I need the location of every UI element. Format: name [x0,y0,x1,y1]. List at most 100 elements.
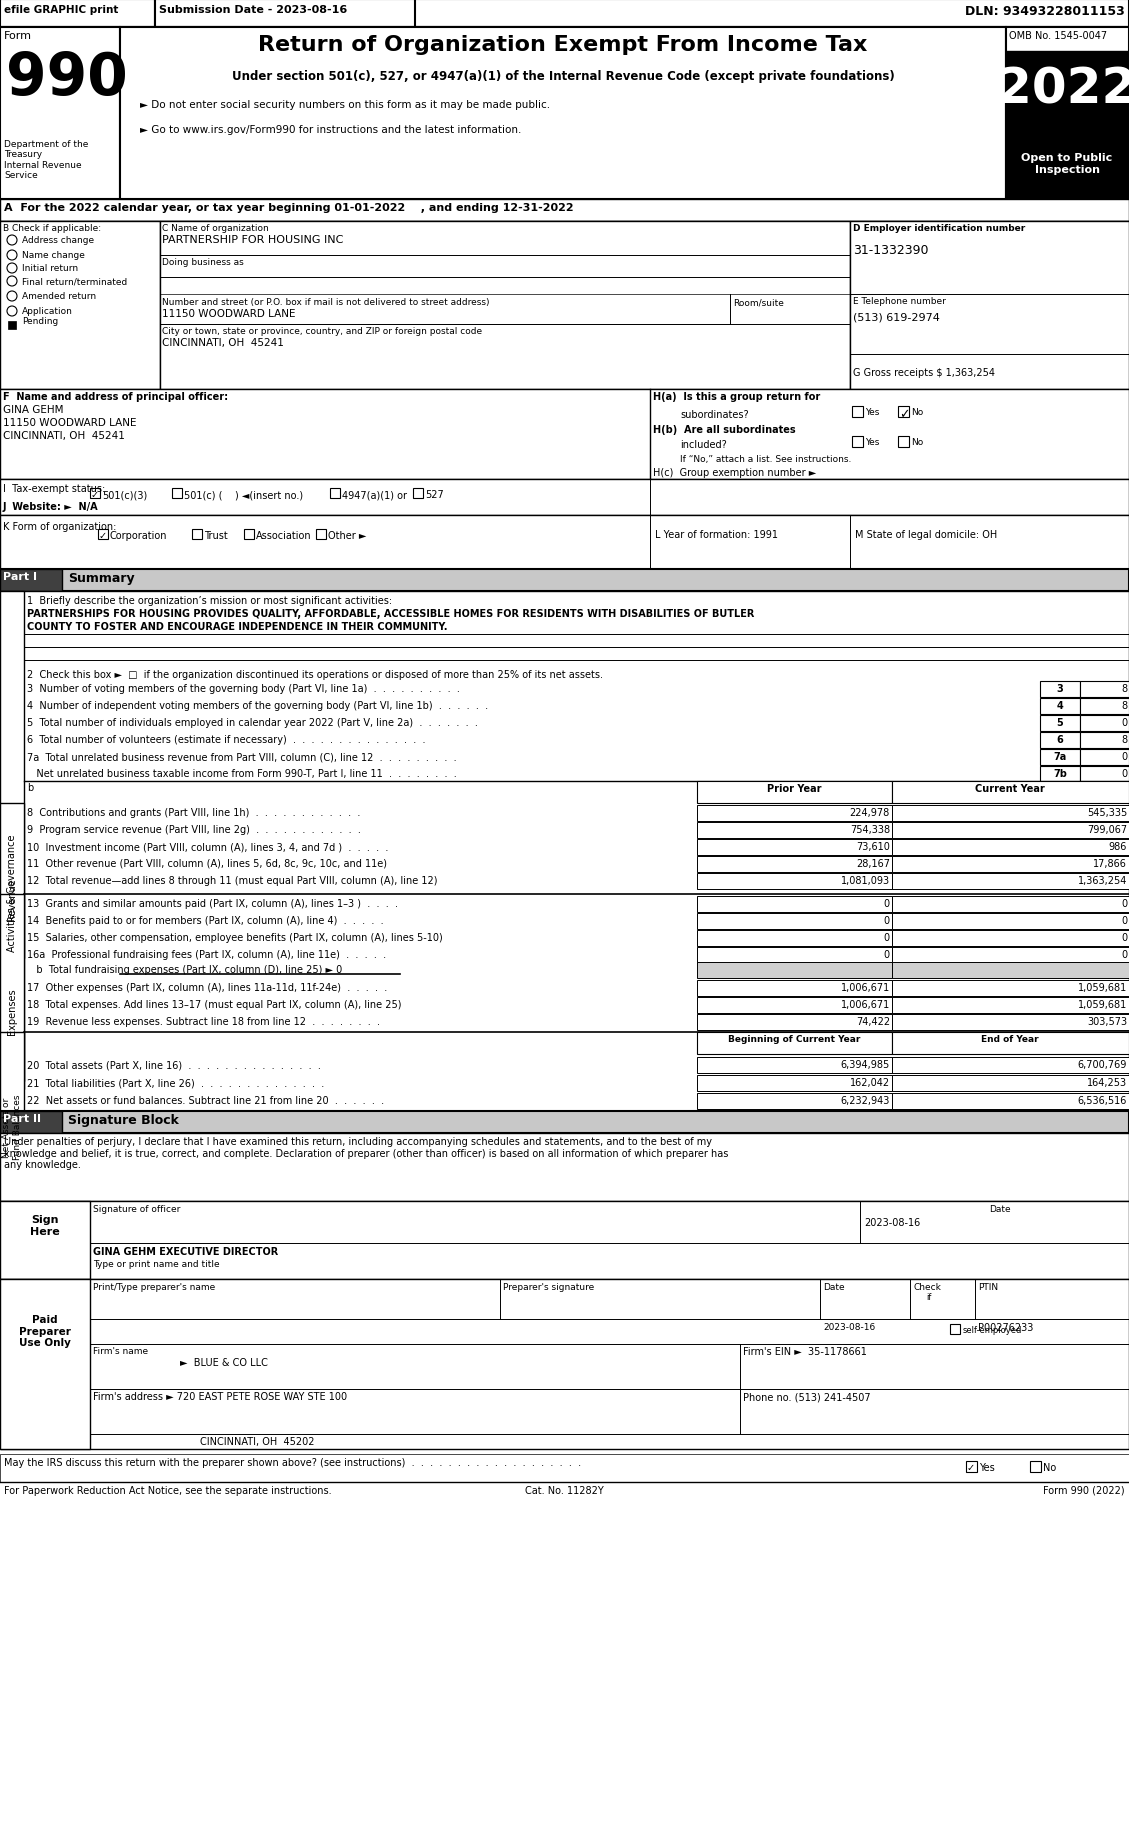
Text: No: No [911,437,924,447]
Bar [892,1032,1129,1054]
Bar [1040,732,1080,748]
Text: C Name of organization: C Name of organization [161,223,269,232]
Text: 3  Number of voting members of the governing body (Part VI, line 1a)  .  .  .  .: 3 Number of voting members of the govern… [27,684,460,694]
Text: subordinates?: subordinates? [680,410,749,419]
Text: 799,067: 799,067 [1087,825,1127,834]
Bar [697,1076,892,1091]
Text: (513) 619-2974: (513) 619-2974 [854,311,939,322]
Text: 4  Number of independent voting members of the governing body (Part VI, line 1b): 4 Number of independent voting members o… [27,701,488,710]
Text: 5: 5 [1057,717,1064,728]
Bar [892,997,1129,1014]
Bar [892,897,1129,913]
Text: Open to Public
Inspection: Open to Public Inspection [1022,154,1112,174]
Text: If “No,” attach a list. See instructions.: If “No,” attach a list. See instructions… [680,454,851,463]
Text: No: No [911,408,924,417]
Text: Net unrelated business taxable income from Form 990-T, Part I, line 11  .  .  . : Net unrelated business taxable income fr… [27,769,457,778]
Bar [697,930,892,946]
Text: GINA GEHM EXECUTIVE DIRECTOR: GINA GEHM EXECUTIVE DIRECTOR [93,1246,278,1257]
Text: Cat. No. 11282Y: Cat. No. 11282Y [525,1486,603,1495]
Text: Phone no. (513) 241-4507: Phone no. (513) 241-4507 [743,1391,870,1402]
Text: 6,536,516: 6,536,516 [1077,1096,1127,1105]
Text: Number and street (or P.O. box if mail is not delivered to street address): Number and street (or P.O. box if mail i… [161,298,490,307]
Bar [1030,1460,1041,1471]
Text: 11150 WOODWARD LANE: 11150 WOODWARD LANE [161,309,296,318]
Bar [898,406,909,417]
Bar [0,1133,1129,1200]
Text: Initial return: Initial return [21,264,78,273]
Text: 162,042: 162,042 [850,1078,890,1087]
Text: ✓: ✓ [99,531,107,540]
Text: Net Assets or
Fund Balances: Net Assets or Fund Balances [2,1094,21,1160]
Text: Firm's name: Firm's name [93,1347,148,1356]
Circle shape [7,251,17,262]
Bar [892,840,1129,856]
Text: Sign
Here: Sign Here [30,1215,60,1235]
Bar [155,0,415,27]
Text: 0: 0 [884,933,890,942]
Text: 0: 0 [1121,933,1127,942]
Text: Return of Organization Exempt From Income Tax: Return of Organization Exempt From Incom… [259,35,868,55]
Bar [0,199,1129,221]
Bar [1040,767,1080,783]
Text: COUNTY TO FOSTER AND ENCOURAGE INDEPENDENCE IN THEIR COMMUNITY.: COUNTY TO FOSTER AND ENCOURAGE INDEPENDE… [27,622,447,631]
Bar [892,948,1129,963]
Bar [697,963,892,979]
Bar [697,897,892,913]
Text: Trust: Trust [204,531,228,540]
Text: 7a: 7a [1053,752,1067,761]
Text: 4947(a)(1) or: 4947(a)(1) or [342,490,406,500]
Bar [1006,27,1129,199]
Text: 986: 986 [1109,842,1127,851]
Text: 0: 0 [884,915,890,926]
Text: 17  Other expenses (Part IX, column (A), lines 11a-11d, 11f-24e)  .  .  .  .  .: 17 Other expenses (Part IX, column (A), … [27,983,387,992]
Bar [172,489,182,500]
Bar [1006,51,1129,146]
Text: OMB No. 1545-0047: OMB No. 1545-0047 [1009,31,1108,40]
Bar [1080,699,1129,714]
Bar [1080,681,1129,697]
Bar [852,437,863,448]
Text: Revenue: Revenue [7,878,17,920]
Text: 7b: 7b [1053,769,1067,778]
Bar [1040,716,1080,732]
Bar [0,895,24,1089]
Text: CINCINNATI, OH  45202: CINCINNATI, OH 45202 [200,1437,315,1446]
Circle shape [7,291,17,302]
Text: P00276233: P00276233 [978,1323,1033,1332]
Text: 31-1332390: 31-1332390 [854,243,928,256]
Text: H(c)  Group exemption number ►: H(c) Group exemption number ► [653,468,816,478]
Text: 16a  Professional fundraising fees (Part IX, column (A), line 11e)  .  .  .  .  : 16a Professional fundraising fees (Part … [27,950,386,959]
Text: 1,059,681: 1,059,681 [1078,999,1127,1010]
Text: A  For the 2022 calendar year, or tax year beginning 01-01-2022    , and ending : A For the 2022 calendar year, or tax yea… [5,203,574,212]
Text: 73,610: 73,610 [856,842,890,851]
Bar [697,1032,892,1054]
Bar [1080,716,1129,732]
Bar [892,1014,1129,1030]
Bar [0,1111,62,1133]
Text: 17,866: 17,866 [1093,858,1127,869]
Text: Department of the
Treasury
Internal Revenue
Service: Department of the Treasury Internal Reve… [5,139,88,179]
Bar [8,322,16,329]
Text: self-employed: self-employed [963,1325,1023,1334]
Bar [0,0,155,27]
Text: ✓: ✓ [968,1462,975,1471]
Text: Association: Association [256,531,312,540]
Text: 6,700,769: 6,700,769 [1077,1060,1127,1069]
Text: 5  Total number of individuals employed in calendar year 2022 (Part V, line 2a) : 5 Total number of individuals employed i… [27,717,478,728]
Text: 6: 6 [1057,734,1064,745]
Bar [0,591,1129,1244]
Text: PARTNERSHIPS FOR HOUSING PROVIDES QUALITY, AFFORDABLE, ACCESSIBLE HOMES FOR RESI: PARTNERSHIPS FOR HOUSING PROVIDES QUALIT… [27,609,754,619]
Text: ✓: ✓ [899,408,910,421]
Bar [0,0,1129,27]
Text: ✓: ✓ [91,490,99,500]
Text: May the IRS discuss this return with the preparer shown above? (see instructions: May the IRS discuss this return with the… [5,1457,581,1468]
Text: I  Tax-exempt status:: I Tax-exempt status: [3,483,105,494]
Text: 2023-08-16: 2023-08-16 [823,1323,875,1330]
Bar [0,803,24,959]
Bar [90,489,100,500]
Bar [0,591,24,1082]
Text: Current Year: Current Year [975,783,1044,794]
Text: 8: 8 [1121,684,1127,694]
Bar [98,529,108,540]
Text: 0: 0 [1121,899,1127,908]
